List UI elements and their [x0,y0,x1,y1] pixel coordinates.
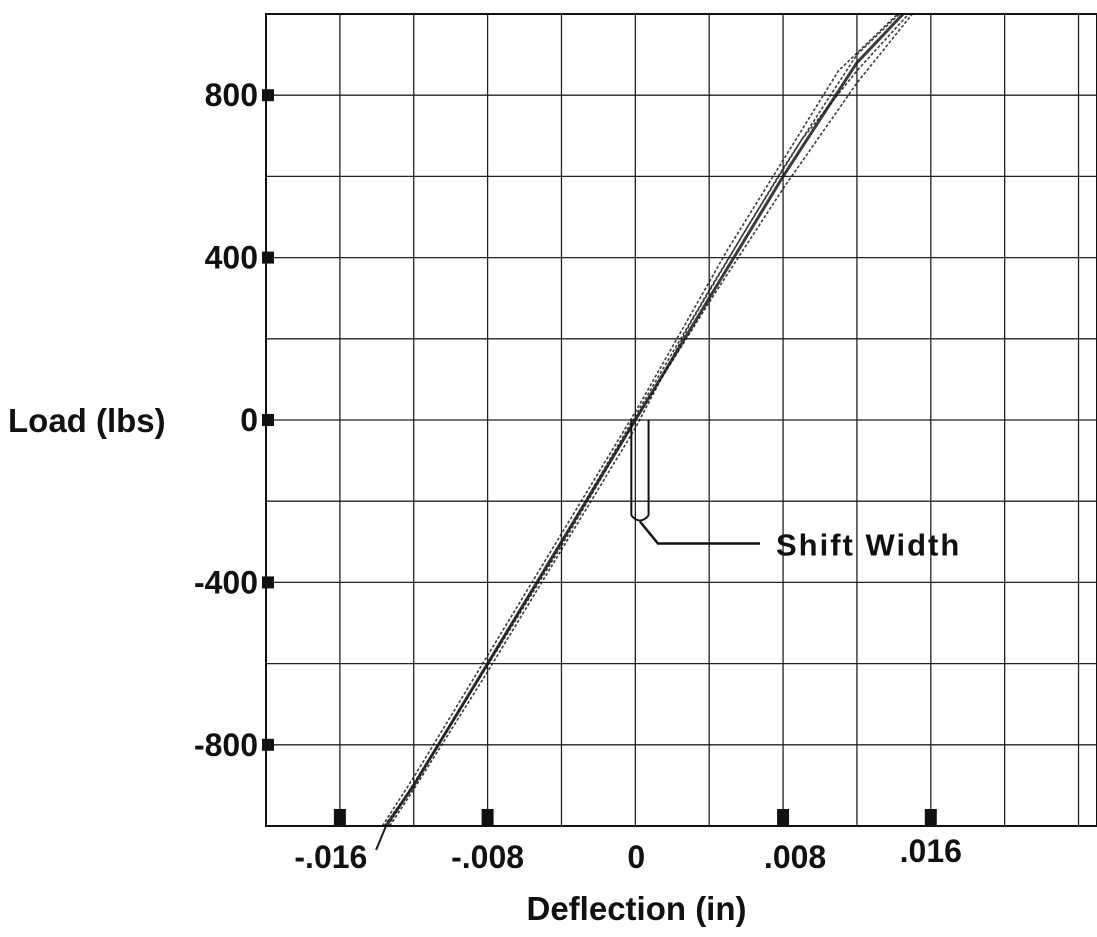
y-tick-mark [262,576,274,589]
x-tick-mark [481,809,494,826]
y-tick-mark [262,738,274,751]
y-tick-mark [262,89,274,102]
tick-marks [262,89,937,826]
y-tick-label: 400 [205,240,258,276]
x-tick-label: -.016 [294,839,367,875]
y-tick-label: 800 [205,77,258,113]
annotations: Shift Width [630,420,961,563]
y-tick-mark [262,414,274,426]
y-tick-label: -400 [194,564,258,600]
series-line-5 [383,13,900,827]
series-line-4 [387,13,913,827]
x-tick-label: 0 [627,839,645,875]
shift-width-brace [630,514,650,522]
series-line-2 [389,13,910,827]
x-tick-mark [777,809,790,826]
y-axis-title: Load (lbs) [8,402,166,439]
data-series [375,12,913,851]
shift-width-leader [638,520,760,545]
series-line-3 [381,13,899,827]
y-tick-mark [262,251,274,264]
x-tick-mark [333,809,346,826]
y-tick-label: 0 [240,402,258,438]
x-axis-title: Deflection (in) [527,890,747,927]
x-tick-label: .016 [900,833,962,869]
y-tick-label: -800 [194,727,258,763]
x-tick-label: -.008 [451,839,524,875]
shift-width-label: Shift Width [776,528,961,563]
tick-labels: 800 400 0 -400 -800 -.016 -.008 0 .008 .016 [194,77,962,875]
series-tail [375,825,387,851]
x-tick-mark [924,809,937,826]
x-tick-label: .008 [764,839,826,875]
grid [266,14,1097,826]
